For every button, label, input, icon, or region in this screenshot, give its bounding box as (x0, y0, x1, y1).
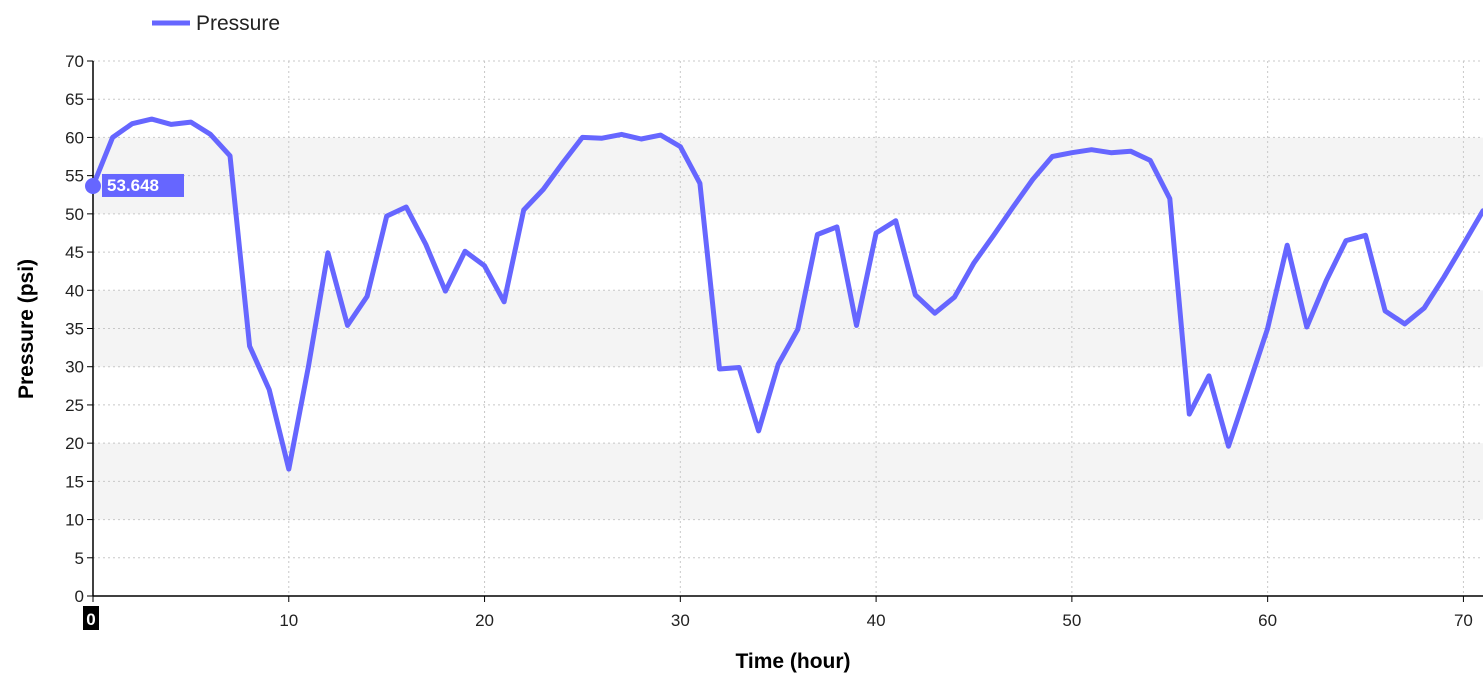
cursor-value-box (102, 173, 184, 197)
y-tick-label: 10 (65, 511, 84, 530)
y-tick-label: 35 (65, 320, 84, 339)
y-tick-label: 15 (65, 472, 84, 491)
x-tick-label: 70 (1454, 611, 1473, 630)
cursor-readout[interactable]: 53.648 0 (83, 173, 184, 630)
y-tick-label: 50 (65, 205, 84, 224)
y-tick-label: 70 (65, 52, 84, 71)
x-tick-label: 20 (475, 611, 494, 630)
cursor-x-label: 0 (86, 610, 95, 629)
x-tick-label: 10 (279, 611, 298, 630)
y-tick-label: 25 (65, 396, 84, 415)
legend[interactable]: Pressure (152, 12, 280, 35)
y-axis-ticks: 0 5 10 15 20 25 30 35 40 45 50 55 60 65 70 (65, 52, 93, 606)
y-tick-label: 65 (65, 90, 84, 109)
y-tick-label: 60 (65, 128, 84, 147)
grid-lines (93, 60, 1483, 596)
x-tick-label: 50 (1062, 611, 1081, 630)
y-tick-label: 20 (65, 434, 84, 453)
legend-label-pressure: Pressure (196, 12, 280, 35)
cursor-value-label: 53.648 (107, 176, 159, 195)
y-tick-label: 5 (75, 549, 84, 568)
y-tick-label: 45 (65, 243, 84, 262)
cursor-marker[interactable] (85, 177, 101, 194)
series-line-pressure (90, 116, 1483, 472)
y-axis-title: Pressure (psi) (15, 259, 38, 399)
x-axis-ticks: 10 20 30 40 50 60 70 (92, 596, 1473, 630)
x-tick-label: 30 (671, 611, 690, 630)
y-tick-label: 0 (75, 587, 84, 606)
x-tick-label: 40 (867, 611, 886, 630)
y-tick-label: 30 (65, 358, 84, 377)
y-tick-label: 55 (65, 167, 84, 186)
cursor-x-box (83, 606, 99, 630)
y-tick-label: 40 (65, 281, 84, 300)
x-tick-label: 60 (1258, 611, 1277, 630)
x-axis-title: Time (hour) (735, 650, 850, 673)
